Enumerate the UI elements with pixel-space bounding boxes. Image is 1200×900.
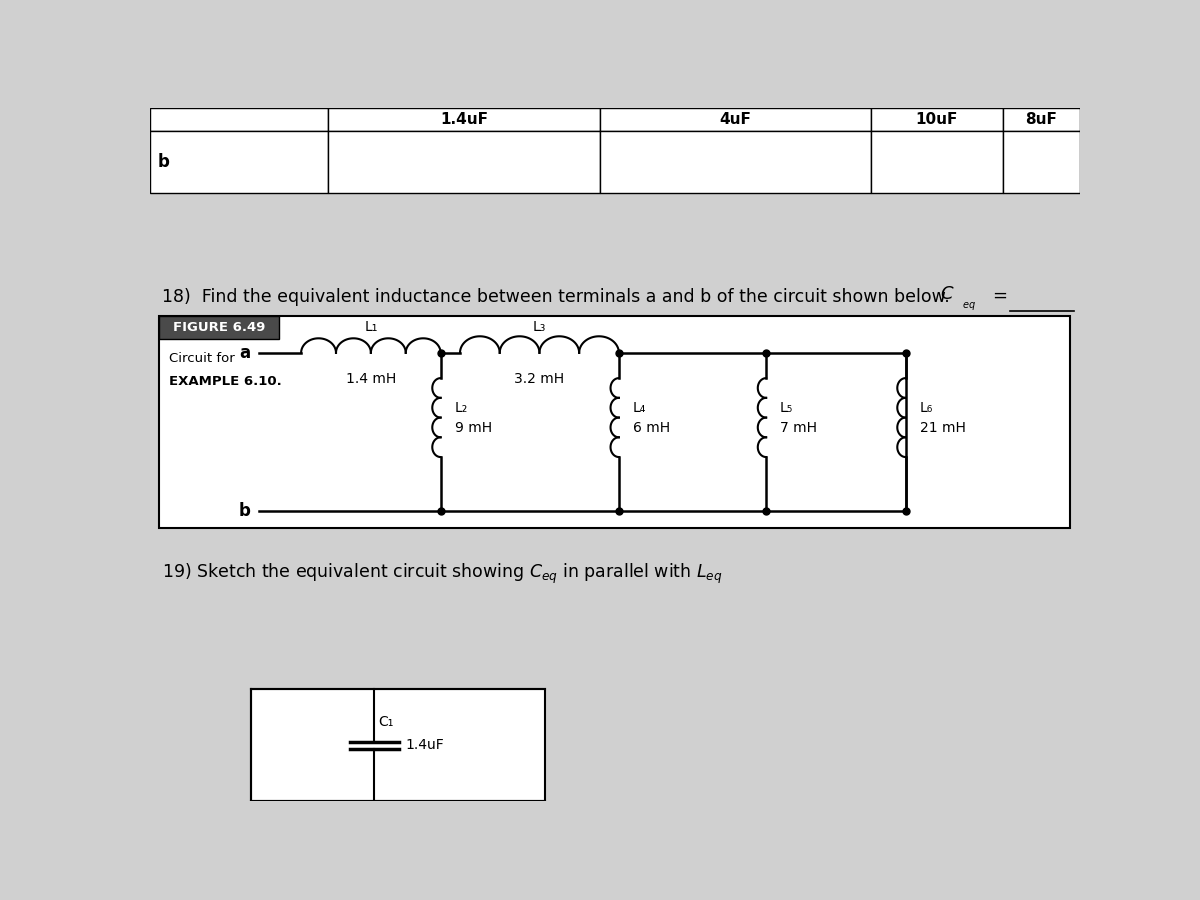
Bar (600, 108, 871, 131)
Text: EXAMPLE 6.10.: EXAMPLE 6.10. (168, 374, 281, 388)
Text: L₃: L₃ (533, 320, 546, 334)
Bar (150, 108, 329, 131)
Text: a: a (240, 344, 251, 362)
Text: 21 mH: 21 mH (919, 420, 966, 435)
Text: 1.4uF: 1.4uF (440, 112, 488, 127)
Text: FIGURE 6.49: FIGURE 6.49 (173, 321, 265, 334)
Text: 1.4uF: 1.4uF (406, 738, 444, 752)
Text: 10uF: 10uF (916, 112, 958, 127)
Text: b: b (239, 501, 251, 519)
Text: $C$: $C$ (941, 285, 955, 303)
Text: Circuit for: Circuit for (168, 352, 234, 365)
Text: 19) Sketch the equivalent circuit showing $C_{eq}$ in parallel with $L_{eq}$: 19) Sketch the equivalent circuit showin… (162, 562, 722, 586)
Bar (1002, 131, 1080, 193)
Text: L₄: L₄ (632, 400, 647, 415)
Text: 1.4 mH: 1.4 mH (346, 372, 396, 386)
Text: 4uF: 4uF (719, 112, 751, 127)
Text: 9 mH: 9 mH (455, 420, 492, 435)
Bar (329, 108, 600, 131)
Text: L₁: L₁ (364, 320, 378, 334)
Bar (160, 316, 1070, 527)
Bar (871, 108, 1002, 131)
Bar (251, 689, 545, 801)
Text: L₂: L₂ (455, 400, 468, 415)
Text: $_{eq}$: $_{eq}$ (962, 299, 976, 313)
Text: 7 mH: 7 mH (780, 420, 817, 435)
Text: b: b (157, 153, 169, 171)
Bar (160, 316, 280, 339)
Text: L₅: L₅ (780, 400, 793, 415)
Text: 3.2 mH: 3.2 mH (515, 372, 564, 386)
Text: L₆: L₆ (919, 400, 932, 415)
Bar (150, 131, 329, 193)
Bar (1002, 108, 1080, 131)
Text: 18)  Find the equivalent inductance between terminals a and b of the circuit sho: 18) Find the equivalent inductance betwe… (162, 288, 949, 306)
Text: 8uF: 8uF (1025, 112, 1057, 127)
Bar (600, 131, 871, 193)
Text: $=$: $=$ (989, 285, 1007, 303)
Text: C₁: C₁ (378, 716, 394, 729)
Bar (871, 131, 1002, 193)
Bar (329, 131, 600, 193)
Text: 6 mH: 6 mH (632, 420, 670, 435)
